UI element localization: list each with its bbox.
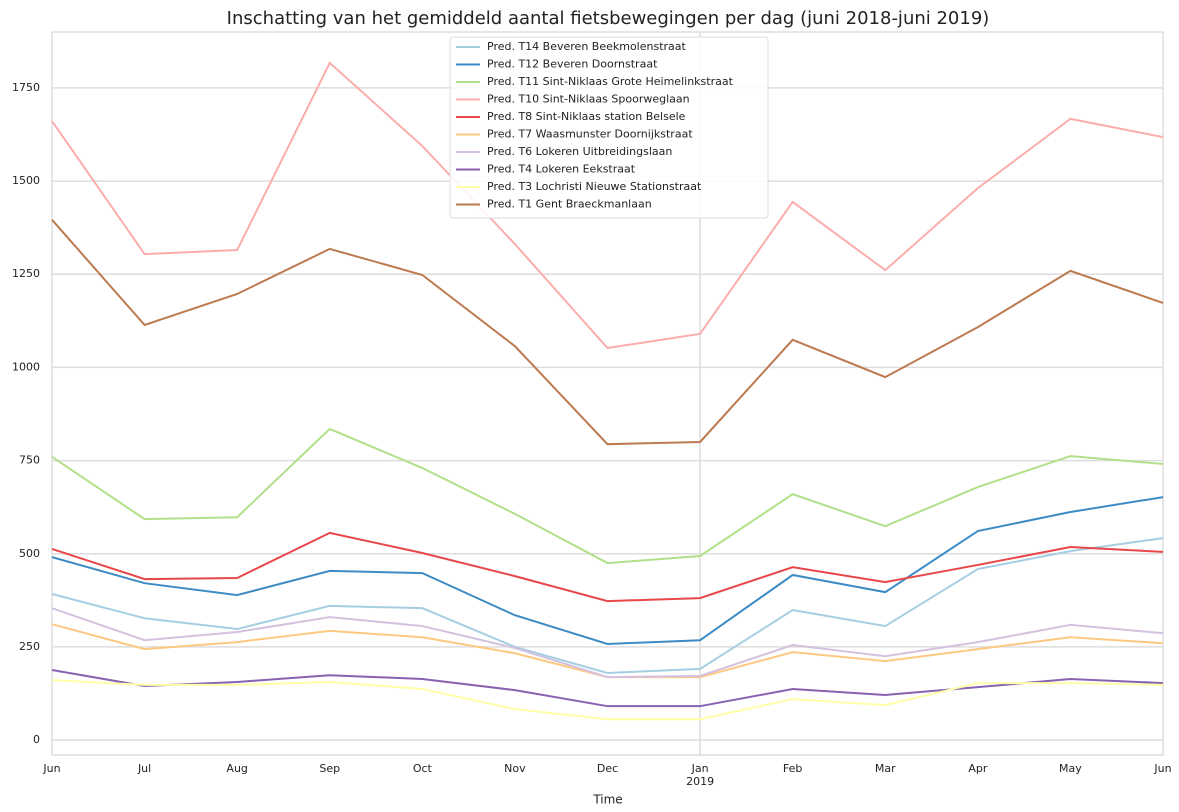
series-line: [51, 219, 1164, 446]
x-tick-label: May: [1059, 762, 1082, 775]
x-axis-label: Time: [592, 793, 622, 807]
x-tick-label: Oct: [413, 762, 433, 775]
y-tick-label: 0: [33, 733, 40, 746]
chart-title: Inschatting van het gemiddeld aantal fie…: [227, 8, 990, 29]
series-line: [51, 496, 1164, 645]
series-line: [51, 679, 1164, 721]
series-line: [51, 669, 1164, 708]
y-tick-label: 1750: [12, 81, 40, 94]
legend-label: Pred. T10 Sint-Niklaas Spoorweglaan: [487, 93, 690, 106]
series-line: [51, 531, 1164, 603]
x-tick-label: Jan: [691, 762, 709, 775]
x-tick-label: Jun: [42, 762, 60, 775]
y-tick-label: 1500: [12, 174, 40, 187]
legend-label: Pred. T3 Lochristi Nieuwe Stationstraat: [487, 180, 702, 193]
legend-label: Pred. T14 Beveren Beekmolenstraat: [487, 40, 687, 53]
x-tick-label: Sep: [319, 762, 340, 775]
y-tick-label: 500: [19, 547, 40, 560]
y-tick-label: 1000: [12, 360, 40, 373]
legend-label: Pred. T1 Gent Braeckmanlaan: [487, 198, 652, 211]
legend-label: Pred. T12 Beveren Doornstraat: [487, 58, 658, 71]
legend-box: [449, 36, 769, 219]
x-tick-label: Feb: [783, 762, 802, 775]
x-tick-label: Nov: [504, 762, 526, 775]
legend-label: Pred. T11 Sint-Niklaas Grote Heimelinkst…: [487, 75, 734, 88]
x-tick-label: Apr: [968, 762, 988, 775]
legend: Pred. T14 Beveren Beekmolenstraat Pred. T…: [449, 36, 769, 219]
y-tick-label: 750: [19, 454, 40, 467]
y-tick-label: 250: [19, 640, 40, 653]
x-tick-label: Dec: [597, 762, 618, 775]
series-line: [51, 427, 1164, 565]
series-line: [51, 61, 1164, 350]
legend-label: Pred. T4 Lokeren Eekstraat: [487, 163, 636, 176]
x-tick-year: 2019: [686, 775, 714, 788]
y-tick-label: 1250: [12, 267, 40, 280]
x-tick-label: Jul: [137, 762, 151, 775]
series-line: [51, 537, 1164, 675]
legend-label: Pred. T6 Lokeren Uitbreidingslaan: [487, 145, 672, 158]
x-tick-label: Jun: [1153, 762, 1171, 775]
x-tick-label: Aug: [226, 762, 247, 775]
x-tick-label: Mar: [875, 762, 896, 775]
legend-label: Pred. T7 Waasmunster Doornijkstraat: [487, 128, 693, 141]
legend-label: Pred. T8 Sint-Niklaas station Belsele: [487, 110, 686, 123]
series-line: [51, 607, 1164, 679]
